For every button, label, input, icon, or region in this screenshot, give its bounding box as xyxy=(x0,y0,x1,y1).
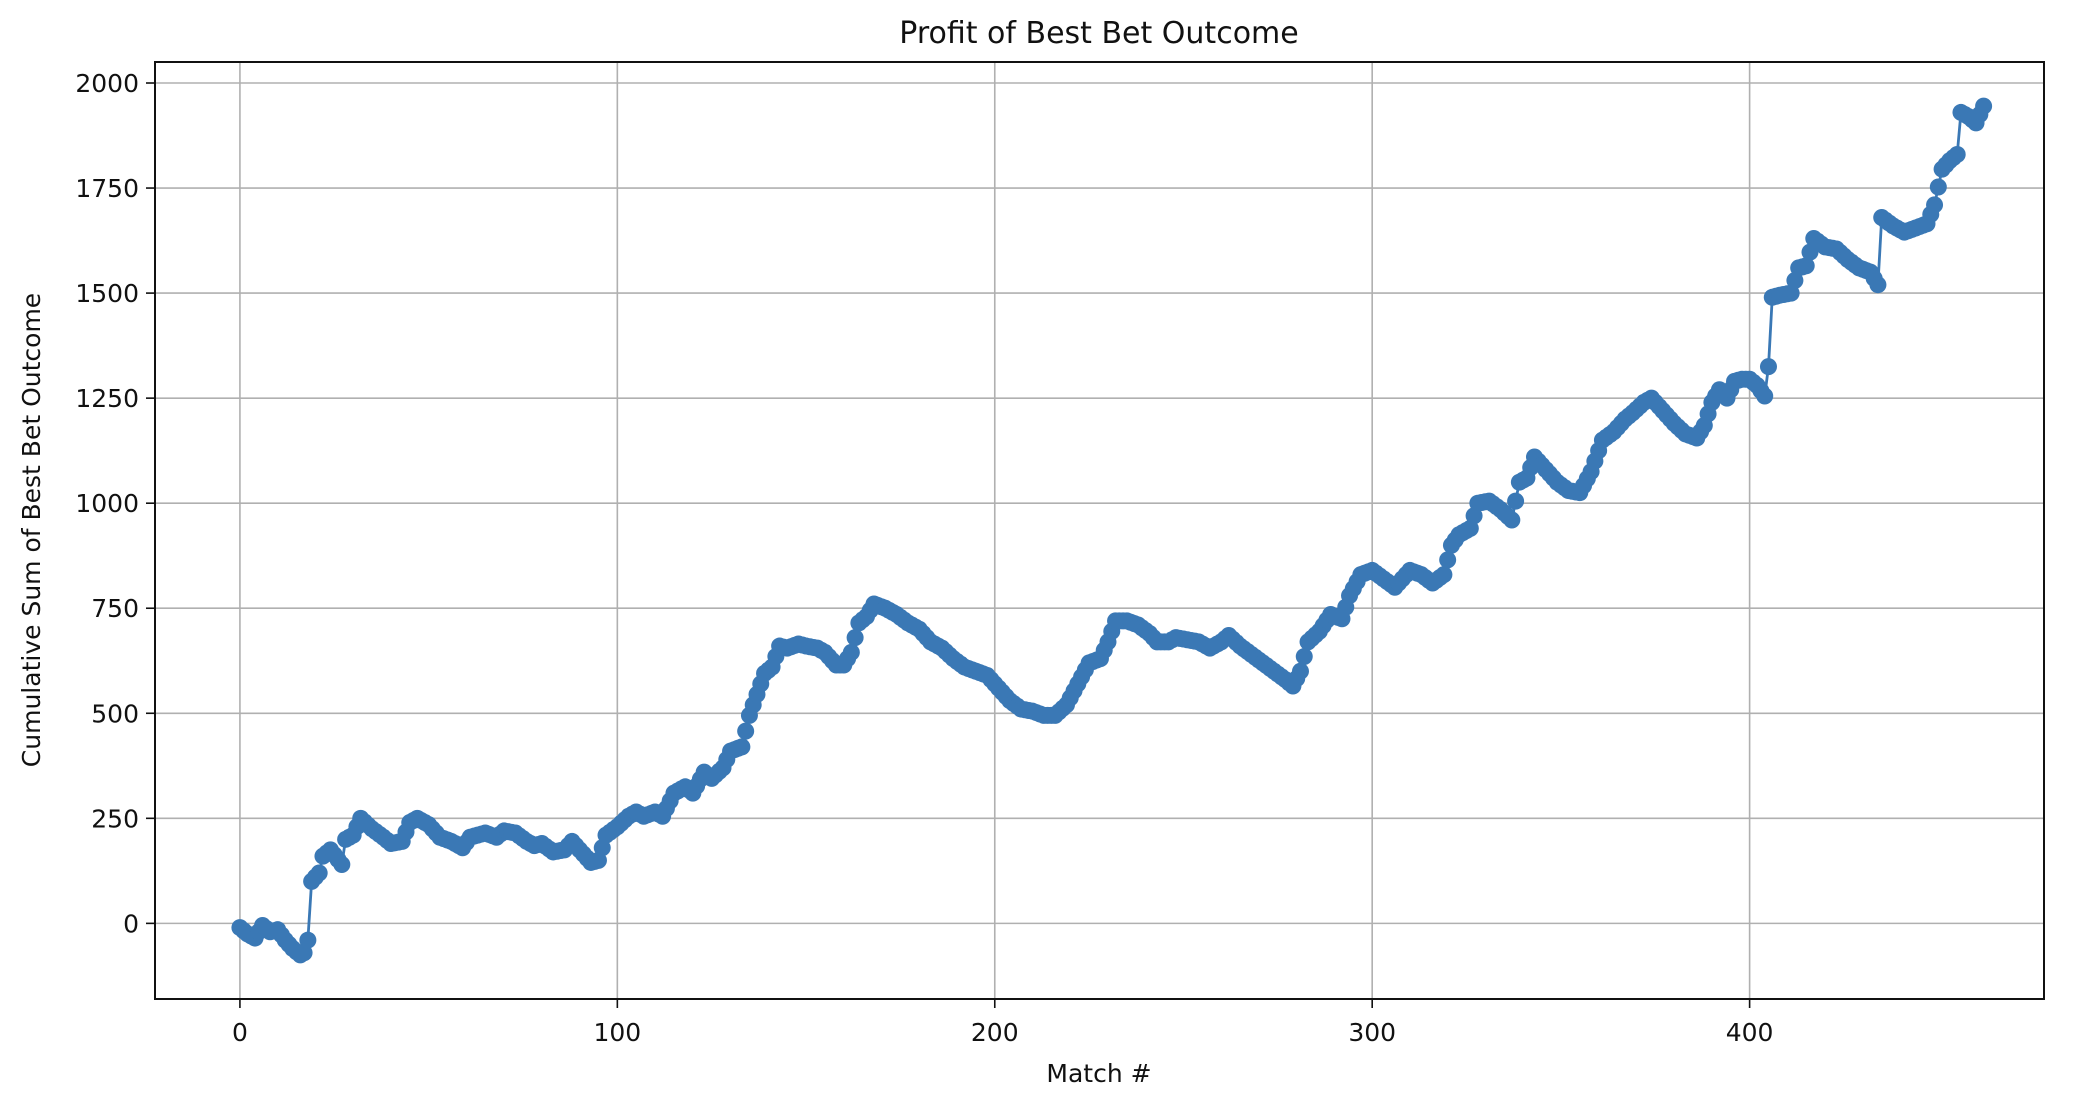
y-tick-label: 750 xyxy=(91,594,139,623)
x-tick-label: 400 xyxy=(1726,1018,1774,1047)
data-point xyxy=(842,643,860,661)
y-tick-label: 1000 xyxy=(75,489,139,518)
plot-frame xyxy=(154,61,2045,1000)
data-point xyxy=(1291,662,1309,680)
y-tick-label: 1500 xyxy=(75,279,139,308)
series-layer xyxy=(231,97,1993,964)
data-point xyxy=(1756,387,1774,405)
x-tick-label: 300 xyxy=(1348,1018,1396,1047)
y-tick-label: 1250 xyxy=(75,384,139,413)
y-tick-label: 250 xyxy=(91,804,139,833)
x-axis-title: Match # xyxy=(1046,1059,1151,1088)
chart-title: Profit of Best Bet Outcome xyxy=(899,16,1298,51)
data-point xyxy=(1975,97,1993,115)
data-point xyxy=(1797,257,1815,275)
data-point xyxy=(310,864,328,882)
data-point xyxy=(1503,511,1521,529)
data-point xyxy=(1926,196,1944,214)
data-point xyxy=(1759,358,1777,376)
y-tick-label: 2000 xyxy=(75,69,139,98)
data-point xyxy=(1295,648,1313,666)
x-tick-label: 100 xyxy=(593,1018,641,1047)
data-point xyxy=(1929,178,1947,196)
data-point xyxy=(1507,492,1525,510)
ticks: 0 100 200 300 400 0 250 500 750 1000 1250 1500 1750 2… xyxy=(75,69,1773,1047)
data-point xyxy=(737,722,755,740)
y-tick-label: 1750 xyxy=(75,174,139,203)
x-tick-label: 0 xyxy=(232,1018,248,1047)
data-point xyxy=(1948,145,1966,163)
data-point xyxy=(299,931,317,949)
data-point xyxy=(1435,566,1453,584)
data-point xyxy=(733,738,751,756)
data-point xyxy=(846,629,864,647)
y-tick-label: 0 xyxy=(123,909,139,938)
grid xyxy=(155,62,2044,999)
data-point xyxy=(1869,276,1887,294)
data-point xyxy=(1439,551,1457,569)
y-tick-label: 500 xyxy=(91,699,139,728)
x-tick-label: 200 xyxy=(971,1018,1019,1047)
y-axis-title: Cumulative Sum of Best Bet Outcome xyxy=(17,293,46,767)
data-point xyxy=(333,856,351,874)
